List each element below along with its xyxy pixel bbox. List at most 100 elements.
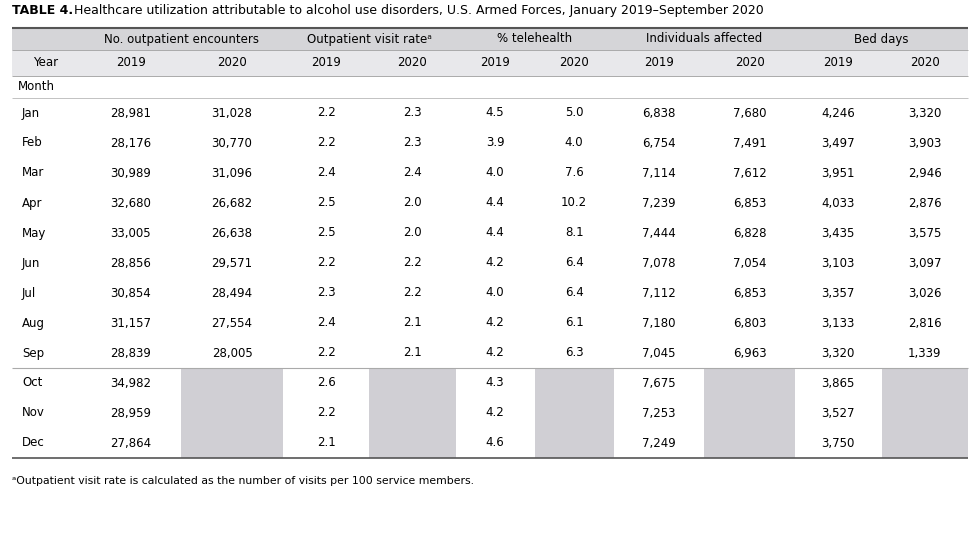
Text: 6,853: 6,853 <box>733 287 766 300</box>
Text: 2.2: 2.2 <box>403 256 421 269</box>
Text: Oct: Oct <box>22 376 42 390</box>
Bar <box>535 428 613 458</box>
Text: 28,494: 28,494 <box>212 287 253 300</box>
Text: 6.4: 6.4 <box>564 287 583 300</box>
Text: 26,638: 26,638 <box>212 226 253 240</box>
Text: 2.3: 2.3 <box>403 137 421 150</box>
Text: 2020: 2020 <box>735 57 764 69</box>
Bar <box>181 398 283 428</box>
Text: 30,989: 30,989 <box>111 166 151 180</box>
Text: 26,682: 26,682 <box>212 197 253 209</box>
Text: Jul: Jul <box>22 287 36 300</box>
Text: Year: Year <box>33 57 59 69</box>
Bar <box>12 50 968 76</box>
Text: 7,180: 7,180 <box>642 316 676 329</box>
Text: 3,103: 3,103 <box>821 256 855 269</box>
Text: 6,853: 6,853 <box>733 197 766 209</box>
Text: 6,803: 6,803 <box>733 316 766 329</box>
Text: 4.4: 4.4 <box>486 226 505 240</box>
Text: 29,571: 29,571 <box>212 256 253 269</box>
Text: 3,903: 3,903 <box>908 137 942 150</box>
Bar <box>181 368 283 398</box>
Text: 4.4: 4.4 <box>486 197 505 209</box>
Bar <box>705 368 795 398</box>
Text: 7,444: 7,444 <box>642 226 676 240</box>
Text: 4.2: 4.2 <box>486 256 505 269</box>
Text: 4.0: 4.0 <box>564 137 583 150</box>
Text: 3,951: 3,951 <box>821 166 856 180</box>
Text: 3,357: 3,357 <box>821 287 855 300</box>
Text: Sep: Sep <box>22 347 44 360</box>
Text: 2019: 2019 <box>480 57 511 69</box>
Text: 3,320: 3,320 <box>821 347 855 360</box>
Text: 28,176: 28,176 <box>110 137 151 150</box>
Text: 2,876: 2,876 <box>907 197 942 209</box>
Text: 6,963: 6,963 <box>733 347 766 360</box>
Text: 2019: 2019 <box>644 57 674 69</box>
Text: 2020: 2020 <box>398 57 427 69</box>
Text: 7,239: 7,239 <box>642 197 676 209</box>
Text: Aug: Aug <box>22 316 45 329</box>
Text: 2.2: 2.2 <box>317 256 335 269</box>
Text: 2.1: 2.1 <box>403 316 421 329</box>
Text: 2020: 2020 <box>560 57 589 69</box>
Text: 7.6: 7.6 <box>564 166 583 180</box>
Text: 28,005: 28,005 <box>212 347 253 360</box>
Text: 7,253: 7,253 <box>642 407 676 419</box>
Bar <box>12 98 968 458</box>
Bar <box>705 428 795 458</box>
Bar <box>369 398 456 428</box>
Text: 3,026: 3,026 <box>908 287 942 300</box>
Text: 6,754: 6,754 <box>642 137 676 150</box>
Text: 7,078: 7,078 <box>642 256 676 269</box>
Bar <box>369 428 456 458</box>
Text: 6,838: 6,838 <box>642 106 675 119</box>
Text: 4.3: 4.3 <box>486 376 505 390</box>
Text: 3,497: 3,497 <box>821 137 856 150</box>
Text: Nov: Nov <box>22 407 45 419</box>
Text: 2.4: 2.4 <box>317 166 335 180</box>
Text: 30,854: 30,854 <box>111 287 151 300</box>
Text: 2019: 2019 <box>823 57 854 69</box>
Text: 3,435: 3,435 <box>821 226 855 240</box>
Text: 2020: 2020 <box>218 57 247 69</box>
Text: Apr: Apr <box>22 197 42 209</box>
Text: 4.2: 4.2 <box>486 347 505 360</box>
Text: 28,959: 28,959 <box>110 407 151 419</box>
Text: 6,828: 6,828 <box>733 226 766 240</box>
Bar <box>535 398 613 428</box>
Text: % telehealth: % telehealth <box>497 32 572 45</box>
Text: 4.2: 4.2 <box>486 316 505 329</box>
Text: 28,981: 28,981 <box>110 106 151 119</box>
Text: 7,491: 7,491 <box>733 137 766 150</box>
Text: 2.4: 2.4 <box>317 316 335 329</box>
Text: 2.2: 2.2 <box>317 106 335 119</box>
Text: 2019: 2019 <box>116 57 146 69</box>
Text: 30,770: 30,770 <box>212 137 253 150</box>
Text: 2.4: 2.4 <box>403 166 421 180</box>
Text: Jan: Jan <box>22 106 40 119</box>
Text: 32,680: 32,680 <box>111 197 151 209</box>
Text: 7,045: 7,045 <box>642 347 676 360</box>
Text: 33,005: 33,005 <box>111 226 151 240</box>
Text: 3,133: 3,133 <box>821 316 855 329</box>
Text: 4,246: 4,246 <box>821 106 856 119</box>
Text: 28,839: 28,839 <box>111 347 151 360</box>
Text: Outpatient visit rateᵃ: Outpatient visit rateᵃ <box>307 32 431 45</box>
Text: 2,946: 2,946 <box>907 166 942 180</box>
Text: 6.3: 6.3 <box>564 347 583 360</box>
Text: 7,680: 7,680 <box>733 106 766 119</box>
Text: 3,320: 3,320 <box>908 106 942 119</box>
Text: 7,612: 7,612 <box>733 166 766 180</box>
Text: Month: Month <box>18 81 55 94</box>
Text: 2.2: 2.2 <box>317 137 335 150</box>
Text: 4.5: 4.5 <box>486 106 505 119</box>
Text: 3,865: 3,865 <box>821 376 855 390</box>
Text: 4.0: 4.0 <box>486 166 505 180</box>
Bar <box>12 28 968 50</box>
Text: TABLE 4.: TABLE 4. <box>12 4 74 17</box>
Text: 7,054: 7,054 <box>733 256 766 269</box>
Bar <box>882 368 968 398</box>
Text: 6.1: 6.1 <box>564 316 583 329</box>
Text: 2.2: 2.2 <box>317 407 335 419</box>
